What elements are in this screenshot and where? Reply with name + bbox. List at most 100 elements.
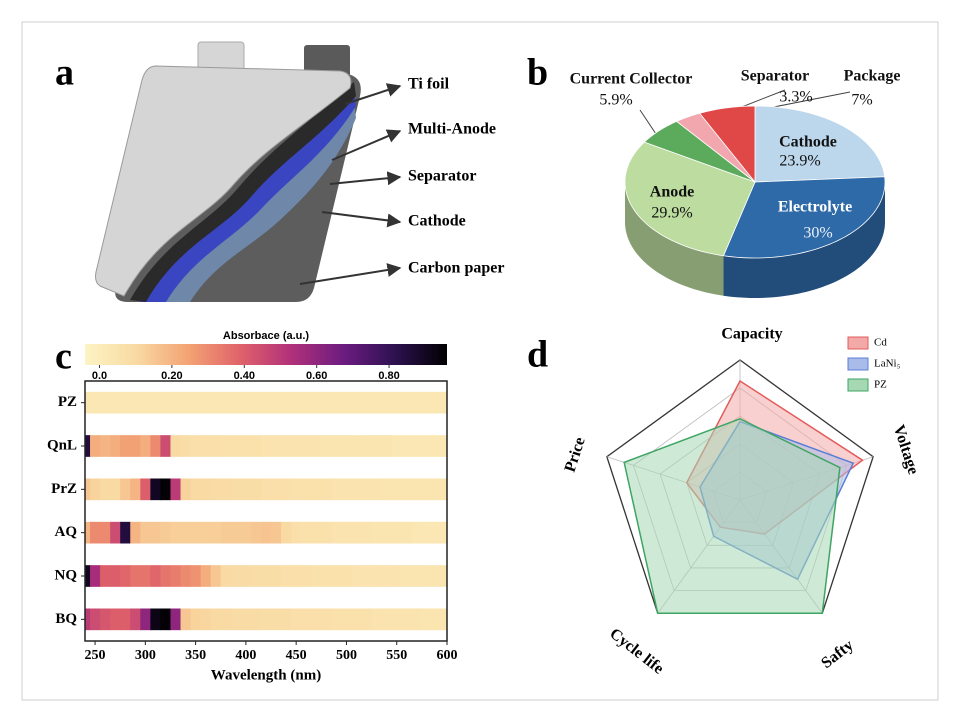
heat-cell [411,565,423,587]
heat-cell [110,521,121,544]
part-label: Ti foil [408,76,450,93]
heat-cell [100,565,111,587]
legend-label: PZ [874,379,887,391]
heat-cell [271,565,282,587]
heat-cell [421,478,433,501]
heat-cell [120,521,131,544]
heat-cell [321,391,332,414]
heat-cell [100,521,111,544]
heat-cell [230,391,242,414]
heat-cell [210,608,222,631]
heat-cell [240,565,252,587]
heat-cell [130,608,141,631]
panel-letter: d [527,334,548,376]
x-tick-label: 550 [386,648,407,663]
heat-cell [200,608,212,631]
heat-cell [441,565,448,587]
heat-cell [170,435,182,457]
heat-cell [190,521,202,544]
x-tick-label: 400 [235,648,256,663]
heat-cell [271,608,282,631]
heat-cell [260,435,272,457]
heat-cell [321,435,332,457]
heat-cell [311,608,322,631]
pie-slice [754,105,886,183]
heat-cell [401,478,413,501]
panel-letter: b [527,52,548,94]
heat-cell [200,565,212,587]
heat-cell [150,478,162,501]
heat-cell [401,435,413,457]
heat-cell [210,391,222,414]
heat-cell [421,565,433,587]
heat-cell [230,521,242,544]
pie-value-label: 7% [851,92,872,109]
heat-cell [85,521,91,544]
heat-cell [250,565,262,587]
heat-cell [120,435,131,457]
colorbar-tick-label: 0.40 [234,370,255,382]
pie-value-label: 5.9% [599,92,632,109]
pie-value-label: 23.9% [779,153,820,170]
pie-slice [722,176,886,259]
colorbar-tick-label: 0.0 [92,370,107,382]
heat-cell [351,478,363,501]
heat-cell [381,435,393,457]
heat-cell [260,391,272,414]
heat-cell [240,478,252,501]
heat-cell [190,391,202,414]
heat-cell [371,435,383,457]
heat-cell [331,435,343,457]
pie-label: Electrolyte [778,199,852,216]
heat-cell [90,391,101,414]
x-tick-label: 350 [185,648,206,663]
heat-cell [250,478,262,501]
heat-cell [260,521,272,544]
heat-cell [331,391,343,414]
pie-side [723,182,885,298]
heat-cell [301,435,312,457]
heat-cell [441,435,448,457]
heat-cell [331,565,343,587]
heat-cell [361,435,373,457]
heat-cell [431,608,443,631]
heat-cell [311,478,322,501]
legend-label: Cd [874,337,887,349]
heat-cell [180,565,192,587]
heat-cell [180,391,192,414]
heat-cell [240,521,252,544]
heat-cell [311,565,322,587]
heat-cell [150,608,162,631]
heat-cell [371,391,383,414]
heat-cell [230,435,242,457]
heat-cell [421,608,433,631]
pie-label: Anode [650,184,694,201]
heat-cell [220,565,232,587]
heat-cell [220,608,232,631]
heat-cell [431,521,443,544]
heat-cell [110,435,121,457]
heat-cell [391,435,403,457]
panel-letter: c [55,336,72,378]
heat-cell [341,478,353,501]
heat-cell [301,565,312,587]
heat-cell [431,478,443,501]
heat-cell [85,435,91,457]
heat-cell [90,435,101,457]
heat-cell [140,391,151,414]
heat-cell [240,391,252,414]
heat-cell [210,435,222,457]
legend-swatch [847,336,869,350]
heat-cell [291,521,302,544]
heat-cell [281,565,292,587]
heat-cell [441,478,448,501]
heat-cell [371,565,383,587]
heat-cell [100,391,111,414]
heat-cell [130,478,141,501]
heat-cell [210,565,222,587]
heat-cell [441,608,448,631]
heat-cell [90,608,101,631]
pie-slice [698,105,756,184]
heat-cell [90,565,101,587]
